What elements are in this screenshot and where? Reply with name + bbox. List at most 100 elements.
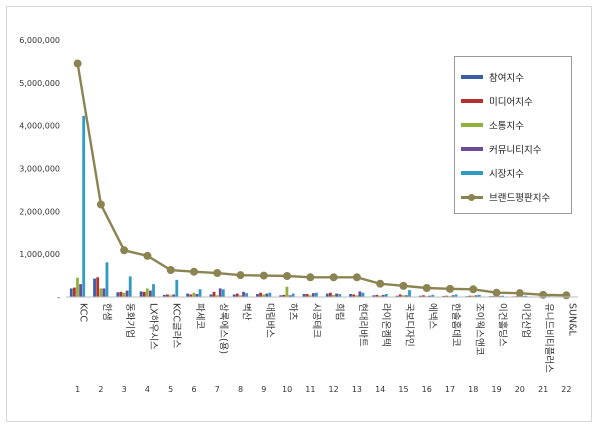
legend-swatch (461, 123, 483, 127)
rank-label: 19 (491, 385, 501, 394)
rank-label: 6 (191, 385, 196, 394)
bar (262, 294, 266, 297)
bar (428, 295, 432, 297)
bar (116, 292, 120, 297)
bar (288, 295, 292, 297)
bar (186, 293, 190, 297)
bar (422, 295, 425, 297)
category-label: 유니드비티플러스 (543, 303, 554, 373)
bar (401, 295, 405, 297)
bar (245, 293, 248, 297)
brand-index-point (166, 266, 175, 275)
category-label: 동화기업 (124, 303, 136, 338)
bar (311, 293, 315, 297)
bar (72, 287, 76, 297)
legend-swatch (461, 147, 483, 151)
bar (338, 294, 342, 297)
brand-index-point (96, 200, 105, 209)
y-tick-label: 4,000,000 (19, 122, 60, 131)
bar (308, 295, 312, 297)
bar (99, 288, 103, 297)
category-label: 하츠 (287, 303, 299, 321)
rank-label: 9 (261, 385, 266, 394)
rank-label: 15 (398, 385, 408, 394)
brand-index-point (73, 59, 82, 68)
bar (408, 290, 411, 297)
category-label: 희림 (334, 303, 346, 320)
brand-index-point (329, 273, 338, 282)
legend-swatch (461, 99, 483, 103)
bar (238, 295, 242, 297)
brand-index-point (190, 267, 198, 276)
bar (195, 294, 199, 297)
bar (265, 293, 269, 297)
legend-item: 시장지수 (461, 161, 565, 185)
bar (119, 291, 123, 297)
y-axis: - 1,000,000 2,000,000 3,000,000 4,000,000 5,0… (19, 36, 60, 302)
category-label: 국보디자인 (403, 303, 414, 347)
bar (102, 288, 106, 297)
bar (282, 294, 286, 297)
bar (335, 293, 338, 297)
legend-item: 소통지수 (461, 113, 565, 137)
legend-label: 커뮤니티지수 (489, 145, 542, 156)
legend-swatch (461, 75, 483, 79)
brand-index-point (422, 284, 431, 293)
rank-label: 13 (352, 385, 362, 394)
bar (372, 295, 376, 297)
legend-item: 미디어지수 (461, 89, 565, 113)
brand-index-point (352, 273, 361, 282)
category-label: 시공테크 (310, 303, 321, 338)
category-label: 상록에스(용) (217, 303, 228, 354)
rank-label: 7 (215, 385, 220, 394)
brand-index-point (399, 281, 408, 290)
bar (169, 295, 172, 297)
bar (328, 292, 332, 297)
legend-item: 커뮤니티지수 (461, 137, 565, 161)
bar (468, 295, 472, 297)
bar (221, 289, 225, 297)
bar (268, 292, 272, 297)
rank-label: 18 (468, 385, 478, 394)
bar (166, 294, 169, 297)
brand-index-point (539, 290, 548, 299)
category-label: 에넥스 (427, 303, 438, 329)
brand-index-point (492, 288, 501, 297)
rank-label: 2 (98, 385, 103, 394)
rank-label: 16 (422, 385, 432, 394)
bar (96, 277, 100, 297)
y-tick-label: 3,000,000 (19, 165, 60, 174)
bar (375, 294, 379, 297)
bar (381, 294, 385, 297)
bar (149, 290, 152, 297)
legend: 참여지수 미디어지수 소통지수 커뮤니티지수 시장지수 브랜드평판지수 (454, 56, 572, 214)
brand-index-point (213, 269, 222, 278)
rank-label: 20 (515, 385, 525, 394)
rank-label: 10 (282, 385, 292, 394)
rank-label: 1 (75, 385, 80, 394)
bar (477, 294, 481, 297)
brand-index-point (446, 284, 454, 293)
category-label: 한솔홈데코 (450, 303, 462, 347)
category-label: 대림바스 (264, 303, 276, 338)
bar (291, 293, 295, 297)
bar (142, 291, 146, 297)
brand-index-point (515, 289, 524, 298)
bar (471, 295, 475, 297)
brand-index-point (306, 273, 315, 282)
bar (332, 294, 335, 297)
bar (82, 115, 86, 297)
bar (524, 295, 528, 297)
bar (501, 295, 504, 297)
legend-swatch (461, 171, 483, 175)
bar (162, 294, 166, 297)
bar (378, 295, 382, 297)
y-tick-label: 1,000,000 (19, 250, 60, 259)
bar (235, 293, 239, 297)
bar (175, 279, 179, 297)
bar (145, 288, 149, 297)
bar (76, 277, 79, 297)
legend-label: 시장지수 (489, 169, 524, 180)
y-tick-label: 5,000,000 (19, 79, 60, 88)
bar (474, 295, 478, 297)
